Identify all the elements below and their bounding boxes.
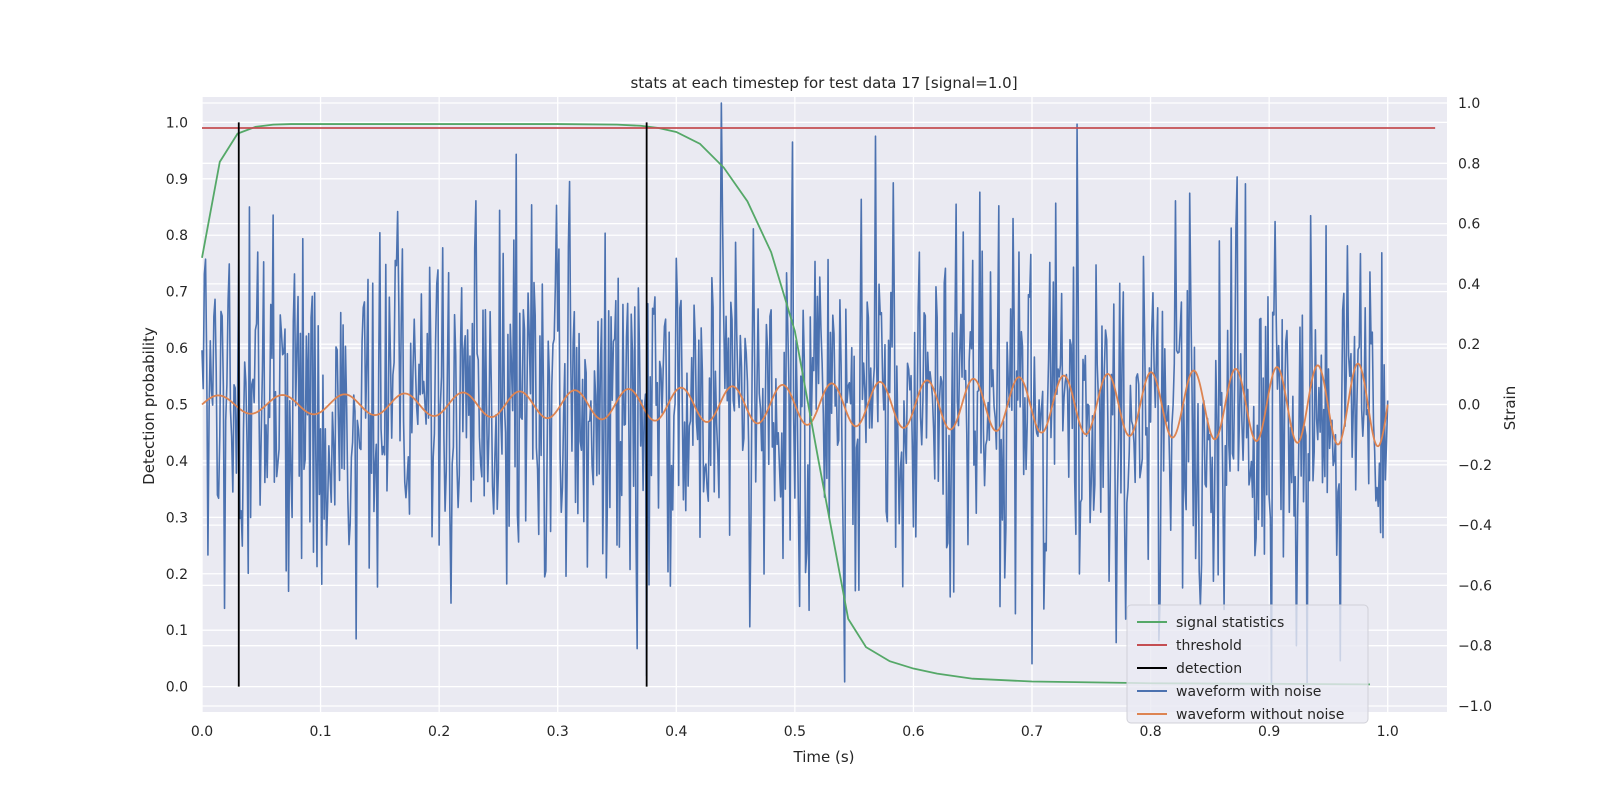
y-left-tick-label: 0.1 (166, 623, 188, 639)
y-right-tick-label: −0.8 (1458, 639, 1492, 655)
y-left-tick-label: 0.0 (166, 680, 188, 696)
legend-label: detection (1176, 661, 1242, 677)
y-right-tick-label: 0.8 (1458, 156, 1480, 172)
x-tick-label: 0.1 (309, 724, 331, 740)
y-right-tick-label: −0.2 (1458, 458, 1492, 474)
x-tick-label: 1.0 (1377, 724, 1399, 740)
legend-label: threshold (1176, 638, 1242, 654)
legend-box (1126, 604, 1369, 724)
x-tick-label: 0.8 (1139, 724, 1161, 740)
y-right-tick-label: −0.6 (1458, 578, 1492, 594)
y-right-tick-label: −0.4 (1458, 518, 1492, 534)
plot-area (201, 102, 1436, 687)
legend-label: waveform with noise (1176, 684, 1321, 700)
x-tick-label: 0.5 (784, 724, 806, 740)
x-tick-label: 0.4 (665, 724, 687, 740)
y-left-tick-label: 0.5 (166, 398, 188, 414)
y-left-tick-label: 0.6 (166, 341, 188, 357)
x-tick-label: 0.9 (1258, 724, 1280, 740)
y-left-tick-label: 0.8 (166, 228, 188, 244)
y-left-tick-label: 0.7 (166, 285, 188, 301)
y-left-tick-label: 0.2 (166, 567, 188, 583)
y-right-tick-label: 0.0 (1458, 398, 1480, 414)
y-right-tick-label: 1.0 (1458, 96, 1480, 112)
series-waveform-without-noise (201, 362, 1389, 448)
legend: signal statistics threshold detection wavef… (1126, 604, 1369, 724)
legend-label: waveform without noise (1176, 707, 1344, 723)
y-right-tick-label: 0.4 (1458, 277, 1480, 293)
x-tick-label: 0.2 (428, 724, 450, 740)
series-signal-statistics (201, 123, 1370, 686)
x-tick-label: 0.0 (191, 724, 213, 740)
y-left-tick-label: 0.9 (166, 172, 188, 188)
legend-label: signal statistics (1176, 615, 1284, 631)
y-axis-left-label: Detection probability (140, 327, 158, 485)
y-right-tick-label: 0.6 (1458, 217, 1480, 233)
y-right-tick-label: 0.2 (1458, 337, 1480, 353)
x-tick-label: 0.3 (547, 724, 569, 740)
y-axis-right-label: Strain (1501, 386, 1519, 430)
y-right-tick-label: −1.0 (1458, 699, 1492, 715)
x-tick-label: 0.6 (902, 724, 924, 740)
y-left-tick-label: 1.0 (166, 115, 188, 131)
y-left-tick-label: 0.3 (166, 510, 188, 526)
ticks: 0.0 0.1 0.2 0.3 0.4 0.5 0.6 0.7 0.8 0.9 1.0 0.0 0.1 0… (166, 96, 1492, 740)
y-left-tick-label: 0.4 (166, 454, 188, 470)
x-tick-label: 0.7 (1021, 724, 1043, 740)
x-axis-label: Time (s) (793, 748, 855, 766)
chart-title: stats at each timestep for test data 17 … (630, 74, 1017, 92)
